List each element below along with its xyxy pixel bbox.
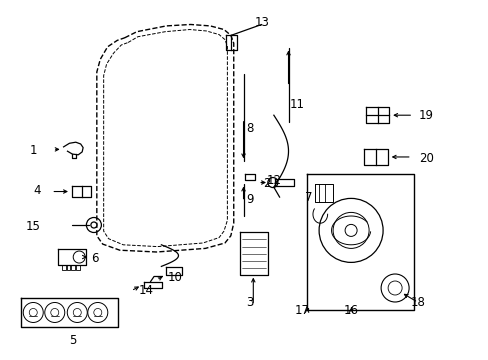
- Text: 8: 8: [246, 122, 254, 135]
- Text: 9: 9: [246, 193, 254, 206]
- Text: 17: 17: [294, 304, 309, 317]
- Text: 18: 18: [410, 296, 425, 309]
- Text: 3: 3: [245, 296, 253, 309]
- Text: 1: 1: [29, 144, 37, 157]
- Text: 6: 6: [91, 252, 99, 265]
- Text: 15: 15: [26, 220, 41, 233]
- Text: 19: 19: [418, 109, 433, 122]
- Text: 5: 5: [68, 334, 76, 347]
- Circle shape: [73, 309, 81, 316]
- Text: 2: 2: [262, 177, 270, 190]
- Text: 16: 16: [343, 304, 358, 317]
- Text: 20: 20: [418, 152, 433, 165]
- Circle shape: [51, 309, 59, 316]
- Text: 11: 11: [289, 98, 304, 111]
- Text: 12: 12: [266, 174, 281, 186]
- Text: 7: 7: [305, 191, 312, 204]
- Text: 10: 10: [167, 271, 182, 284]
- Text: 4: 4: [33, 184, 41, 197]
- Text: 13: 13: [254, 16, 268, 29]
- Text: 14: 14: [138, 284, 153, 297]
- Circle shape: [91, 222, 97, 228]
- Circle shape: [29, 309, 37, 316]
- Circle shape: [94, 309, 102, 316]
